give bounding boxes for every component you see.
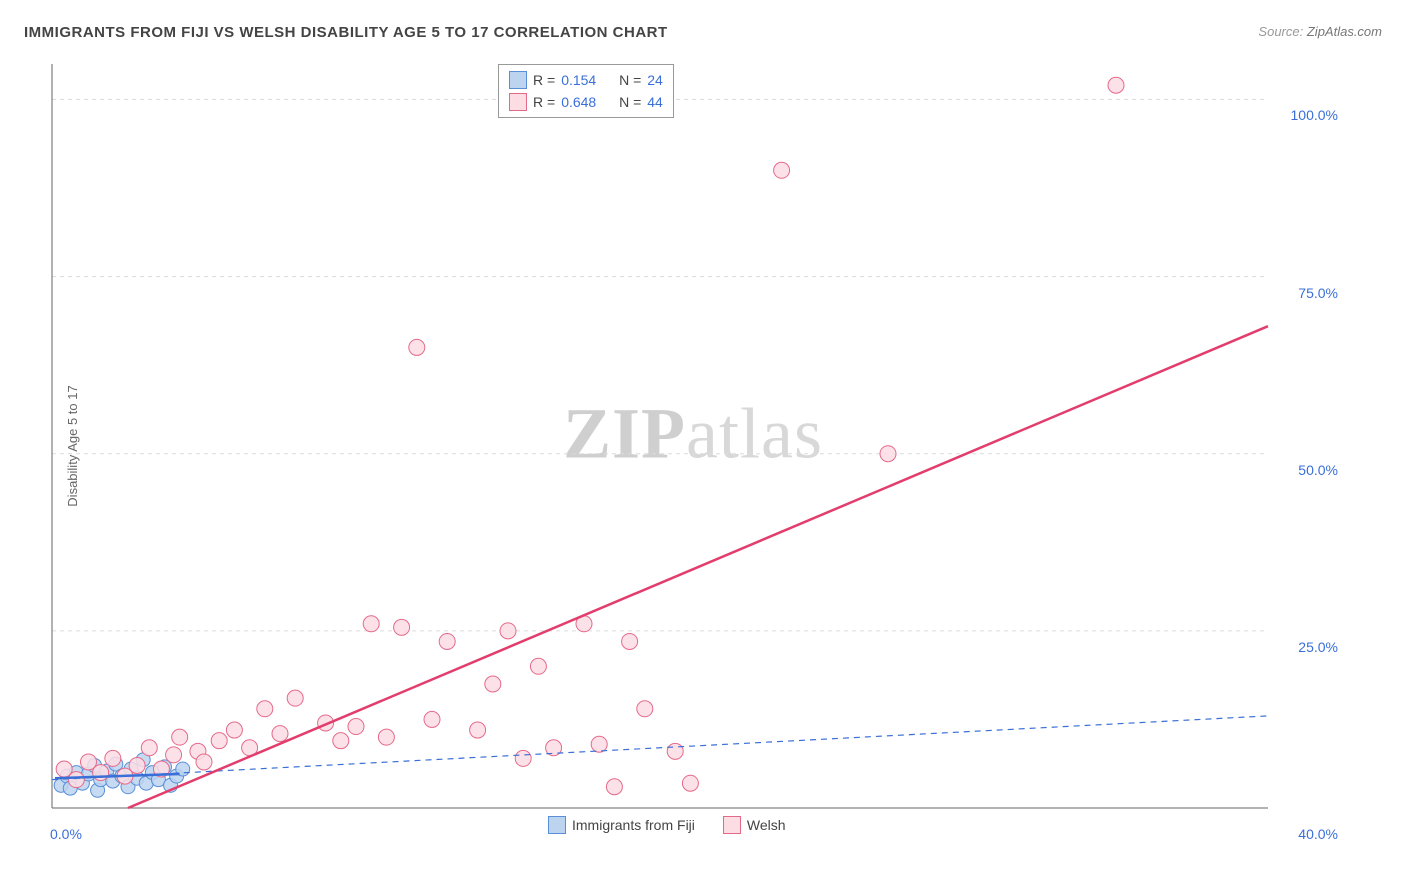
chart-svg xyxy=(48,60,1338,840)
plot-area: ZIPatlas 25.0%50.0%75.0%100.0%0.0%40.0%R… xyxy=(48,60,1338,840)
x-tick-label-right: 40.0% xyxy=(1298,826,1338,842)
r-label: R = xyxy=(533,91,555,113)
source-value: ZipAtlas.com xyxy=(1307,24,1382,39)
legend-swatch xyxy=(509,71,527,89)
legend-item: Immigrants from Fiji xyxy=(548,816,695,834)
legend-item: Welsh xyxy=(723,816,786,834)
y-tick-label: 50.0% xyxy=(1298,462,1338,478)
source-attribution: Source: ZipAtlas.com xyxy=(1258,24,1382,39)
n-value: 44 xyxy=(647,91,663,113)
legend-row: R = 0.154 N = 24 xyxy=(509,69,663,91)
legend-series-name: Immigrants from Fiji xyxy=(572,817,695,833)
chart-title: IMMIGRANTS FROM FIJI VS WELSH DISABILITY… xyxy=(24,24,668,41)
n-label: N = xyxy=(615,69,641,91)
y-tick-label: 100.0% xyxy=(1291,107,1338,123)
n-value: 24 xyxy=(647,69,663,91)
correlation-legend: R = 0.154 N = 24 R = 0.648 N = 44 xyxy=(498,64,674,118)
legend-swatch xyxy=(509,93,527,111)
series-legend: Immigrants from Fiji Welsh xyxy=(548,816,786,834)
y-tick-label: 25.0% xyxy=(1298,639,1338,655)
r-label: R = xyxy=(533,69,555,91)
source-label: Source: xyxy=(1258,24,1303,39)
legend-swatch xyxy=(723,816,741,834)
r-value: 0.648 xyxy=(561,91,609,113)
x-tick-label-left: 0.0% xyxy=(50,826,82,842)
r-value: 0.154 xyxy=(561,69,609,91)
n-label: N = xyxy=(615,91,641,113)
legend-row: R = 0.648 N = 44 xyxy=(509,91,663,113)
legend-swatch xyxy=(548,816,566,834)
y-tick-label: 75.0% xyxy=(1298,285,1338,301)
legend-series-name: Welsh xyxy=(747,817,786,833)
